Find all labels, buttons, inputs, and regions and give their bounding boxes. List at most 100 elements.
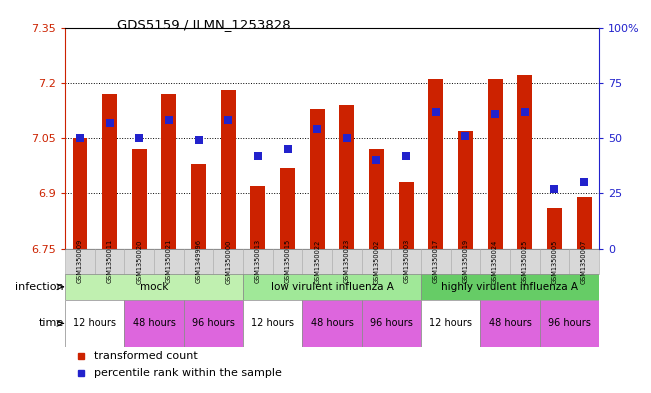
FancyBboxPatch shape <box>332 248 362 274</box>
FancyBboxPatch shape <box>480 248 510 274</box>
Text: GDS5159 / ILMN_1253828: GDS5159 / ILMN_1253828 <box>117 18 291 31</box>
Text: GSM1350013: GSM1350013 <box>255 239 261 283</box>
Text: 48 hours: 48 hours <box>133 318 176 329</box>
FancyBboxPatch shape <box>184 299 243 347</box>
FancyBboxPatch shape <box>214 248 243 274</box>
Text: GSM1350022: GSM1350022 <box>314 239 320 283</box>
FancyBboxPatch shape <box>243 248 273 274</box>
Bar <box>398 182 413 248</box>
Text: GSM1349996: GSM1349996 <box>195 239 202 283</box>
Bar <box>518 75 533 248</box>
FancyBboxPatch shape <box>569 248 599 274</box>
Bar <box>458 130 473 248</box>
Point <box>253 152 263 159</box>
Text: infection: infection <box>15 282 64 292</box>
FancyBboxPatch shape <box>65 248 95 274</box>
Bar <box>161 94 176 248</box>
Point <box>519 108 530 115</box>
Bar <box>310 108 325 248</box>
Text: GSM1350023: GSM1350023 <box>344 239 350 283</box>
Point <box>579 179 589 185</box>
FancyBboxPatch shape <box>421 274 599 299</box>
FancyBboxPatch shape <box>510 248 540 274</box>
Bar <box>369 149 384 248</box>
FancyBboxPatch shape <box>540 299 599 347</box>
Point <box>283 146 293 152</box>
FancyBboxPatch shape <box>391 248 421 274</box>
Text: GSM1350000: GSM1350000 <box>225 239 231 283</box>
FancyBboxPatch shape <box>421 299 480 347</box>
Bar <box>577 197 592 248</box>
Point <box>223 117 234 123</box>
Point <box>490 110 501 117</box>
Text: GSM1350020: GSM1350020 <box>136 239 142 283</box>
Bar <box>72 138 87 248</box>
Text: transformed count: transformed count <box>94 351 198 361</box>
FancyBboxPatch shape <box>362 248 391 274</box>
FancyBboxPatch shape <box>421 248 450 274</box>
FancyBboxPatch shape <box>65 274 243 299</box>
FancyBboxPatch shape <box>95 248 124 274</box>
Text: GSM1350015: GSM1350015 <box>284 239 290 283</box>
FancyBboxPatch shape <box>184 248 214 274</box>
Text: GSM1350025: GSM1350025 <box>522 239 528 283</box>
Point <box>460 133 471 139</box>
Bar <box>488 79 503 248</box>
Text: 12 hours: 12 hours <box>429 318 472 329</box>
Text: mock: mock <box>140 282 168 292</box>
Text: GSM1350005: GSM1350005 <box>551 239 557 283</box>
Text: GSM1350024: GSM1350024 <box>492 239 498 283</box>
Point <box>312 126 322 132</box>
Bar <box>191 164 206 248</box>
Point <box>430 108 441 115</box>
Point <box>371 157 381 163</box>
Bar <box>221 90 236 248</box>
Bar <box>132 149 146 248</box>
FancyBboxPatch shape <box>480 299 540 347</box>
Text: GSM1350021: GSM1350021 <box>166 239 172 283</box>
Point <box>342 135 352 141</box>
Point <box>134 135 145 141</box>
Text: 48 hours: 48 hours <box>488 318 531 329</box>
FancyBboxPatch shape <box>450 248 480 274</box>
Point <box>104 119 115 126</box>
Text: GSM1350002: GSM1350002 <box>374 239 380 283</box>
Text: low virulent influenza A: low virulent influenza A <box>271 282 393 292</box>
Text: GSM1350011: GSM1350011 <box>107 239 113 283</box>
Bar <box>339 105 354 248</box>
FancyBboxPatch shape <box>124 299 184 347</box>
Text: 96 hours: 96 hours <box>370 318 413 329</box>
Text: 48 hours: 48 hours <box>311 318 353 329</box>
FancyBboxPatch shape <box>362 299 421 347</box>
Text: highly virulent influenza A: highly virulent influenza A <box>441 282 579 292</box>
FancyBboxPatch shape <box>65 299 124 347</box>
Point <box>75 135 85 141</box>
Text: time: time <box>38 318 64 329</box>
Text: percentile rank within the sample: percentile rank within the sample <box>94 368 283 378</box>
Point <box>549 186 560 192</box>
Text: 96 hours: 96 hours <box>192 318 235 329</box>
Bar <box>428 79 443 248</box>
FancyBboxPatch shape <box>243 274 421 299</box>
FancyBboxPatch shape <box>273 248 302 274</box>
Text: GSM1350019: GSM1350019 <box>462 239 469 283</box>
Point <box>163 117 174 123</box>
FancyBboxPatch shape <box>540 248 569 274</box>
FancyBboxPatch shape <box>302 248 332 274</box>
Text: 96 hours: 96 hours <box>548 318 590 329</box>
Text: GSM1350003: GSM1350003 <box>403 239 409 283</box>
Text: GSM1350007: GSM1350007 <box>581 239 587 283</box>
Point <box>401 152 411 159</box>
Bar <box>547 208 562 248</box>
Point <box>193 137 204 143</box>
FancyBboxPatch shape <box>302 299 362 347</box>
Text: GSM1350017: GSM1350017 <box>433 239 439 283</box>
Text: GSM1350009: GSM1350009 <box>77 239 83 283</box>
FancyBboxPatch shape <box>243 299 302 347</box>
Bar <box>280 167 295 248</box>
Text: 12 hours: 12 hours <box>74 318 117 329</box>
Text: 12 hours: 12 hours <box>251 318 294 329</box>
FancyBboxPatch shape <box>154 248 184 274</box>
Bar <box>102 94 117 248</box>
FancyBboxPatch shape <box>124 248 154 274</box>
